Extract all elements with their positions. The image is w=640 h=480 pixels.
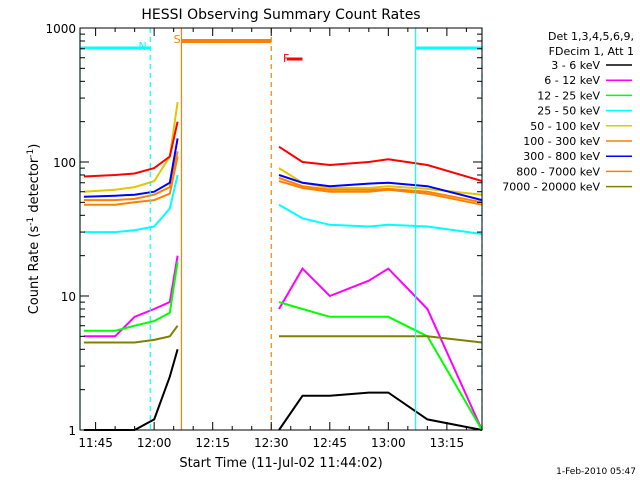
legend-label: 12 - 25 keV (537, 89, 600, 102)
series-line-25-50-kev-before (83, 174, 179, 234)
series-line-3-6-kev-before (83, 349, 179, 431)
plot-frame (79, 27, 483, 431)
series-line-12-25-kev-before (83, 261, 179, 332)
data-layer (83, 101, 483, 431)
x-axis-label: Start Time (11-Jul-02 11:44:02) (179, 456, 382, 471)
legend-label: 3 - 6 keV (551, 59, 600, 72)
annotation-s: S (174, 33, 181, 46)
legend-label: 7000 - 20000 keV (502, 181, 600, 194)
tick-layer: 11:45 12:00 12:15 12:30 12:45 13:00 13:15 1 10 10… (45, 22, 482, 450)
x-tick-label: 12:30 (254, 436, 289, 450)
legend-header-line: Det 1,3,4,5,6,9, (548, 30, 634, 43)
series-line-6-12-kev-after (278, 266, 483, 431)
x-tick-label: 13:15 (430, 436, 465, 450)
series-line-7000-20000-kev-before (83, 325, 179, 344)
y-axis-label-part: ) (27, 144, 42, 149)
legend-label: 50 - 100 keV (530, 120, 600, 133)
series-line-300-800-kev-after (278, 174, 483, 202)
annotation-n: N (139, 40, 147, 53)
series-line-6-12-kev-before (83, 255, 179, 338)
legend: Det 1,3,4,5,6,9, FDecim 1, Att 13 - 6 keV… (502, 30, 634, 194)
series-line-300-800-kev-before (83, 138, 179, 198)
y-axis-label-part: detector (27, 157, 42, 217)
y-axis-label-sup: -1 (26, 217, 36, 226)
series-line-unlabeled-after (278, 145, 483, 183)
legend-label: 100 - 300 keV (523, 135, 600, 148)
x-tick-label: 11:45 (78, 436, 113, 450)
legend-label: 6 - 12 keV (544, 74, 600, 87)
legend-label: 300 - 800 keV (523, 150, 600, 163)
series-line-800-7000-kev-before (83, 156, 179, 206)
series-line-100-300-kev-after (278, 177, 483, 204)
legend-label: 800 - 7000 keV (516, 165, 600, 178)
series-line-50-100-kev-before (83, 101, 179, 193)
y-axis-label-part: Count Rate (s (27, 226, 42, 315)
y-axis-label: Count Rate (s-1 detector-1) (26, 144, 42, 315)
x-tick-label: 12:45 (312, 436, 347, 450)
y-tick-label: 1000 (45, 22, 76, 36)
series-line-25-50-kev-after (278, 203, 483, 235)
y-tick-label: 100 (53, 156, 76, 170)
x-tick-label: 13:00 (371, 436, 406, 450)
x-tick-label: 12:15 (195, 436, 230, 450)
y-tick-label: 10 (61, 290, 76, 304)
series-line-7000-20000-kev-after (279, 335, 483, 344)
series-line-800-7000-kev-after (278, 180, 483, 206)
x-tick-label: 12:00 (137, 436, 172, 450)
annotation-f: F (283, 52, 289, 65)
series-line-3-6-kev-after (278, 391, 483, 431)
series-line-unlabeled-before (83, 121, 179, 178)
chart-title: HESSI Observing Summary Count Rates (141, 7, 420, 23)
y-tick-label: 1 (68, 424, 76, 438)
footer-timestamp: 1-Feb-2010 05:47 (556, 467, 636, 477)
y-axis-label-sup: -1 (26, 149, 36, 158)
legend-header-line: FDecim 1, Att 1 (549, 45, 634, 58)
series-line-12-25-kev-after (278, 301, 483, 431)
legend-label: 25 - 50 keV (537, 105, 600, 118)
